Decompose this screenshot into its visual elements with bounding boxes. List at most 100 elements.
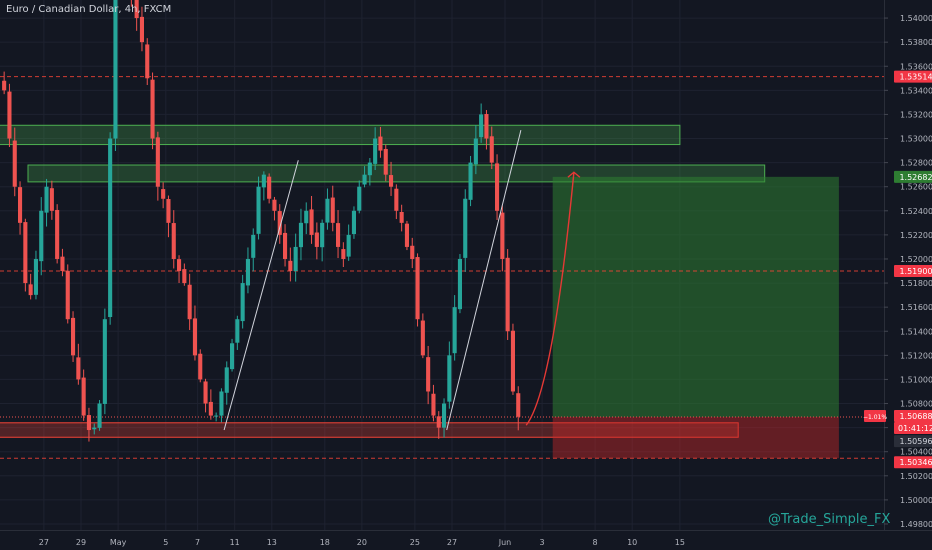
profit-zone <box>552 176 839 418</box>
candle-body <box>187 284 192 320</box>
price-tick-label: 1.53200 <box>900 110 932 119</box>
candle-body <box>330 197 335 223</box>
candle-body <box>198 353 203 380</box>
time-tick-label: 8 <box>593 538 598 547</box>
candle-body <box>224 367 229 393</box>
candle-body <box>171 223 176 259</box>
candle-body <box>39 210 44 262</box>
candle-body <box>389 175 394 187</box>
candle-body <box>293 246 298 272</box>
bid-price-tag: 1.50596 <box>899 437 932 446</box>
price-tick-label: 1.49800 <box>900 520 932 529</box>
candlestick-series <box>2 0 521 442</box>
candle-body <box>161 189 166 199</box>
author-watermark: @Trade_Simple_FX <box>768 512 891 527</box>
price-tick-label: 1.50400 <box>900 448 932 457</box>
candle-body <box>203 381 208 404</box>
projection-arrowhead <box>567 171 581 178</box>
time-tick-label: 5 <box>163 538 168 547</box>
price-tick-label: 1.50200 <box>900 472 932 481</box>
candle-body <box>304 210 309 224</box>
candle-body <box>373 138 378 164</box>
candle-body <box>367 162 372 176</box>
candle-body <box>447 355 452 402</box>
candle-body <box>65 270 70 320</box>
target-price-tag: 1.52682 <box>899 173 932 182</box>
candle-body <box>346 234 351 257</box>
price-tick-label: 1.51400 <box>900 327 932 336</box>
candle-body <box>155 137 160 187</box>
candle-body <box>351 210 356 235</box>
candle-body <box>468 162 473 200</box>
candle-body <box>28 284 33 296</box>
trendline <box>446 129 522 431</box>
candle-body <box>283 232 288 259</box>
candle-body <box>12 140 17 187</box>
candle-body <box>7 91 12 139</box>
level-tag-middle-background <box>894 265 932 278</box>
countdown-tag-background <box>894 422 932 435</box>
candle-body <box>150 79 155 139</box>
candle-body <box>510 330 515 392</box>
candle-body <box>320 222 325 248</box>
level-tag-upper-background <box>894 70 932 83</box>
candle-body <box>489 136 494 163</box>
price-tick-label: 1.52400 <box>900 207 932 216</box>
candle-body <box>288 260 293 272</box>
time-axis[interactable]: 27 29 May 5 7 11 13 18 20 25 27 Jun 3 8 10 15 <box>0 530 932 550</box>
price-tick-label: 1.52000 <box>900 255 932 264</box>
candle-body <box>452 307 457 354</box>
current-price-tag-background <box>894 410 932 423</box>
candle-body <box>399 211 404 223</box>
candle-body <box>251 234 256 258</box>
price-tick-label: 1.53800 <box>900 38 932 47</box>
price-tick-label: 1.52200 <box>900 231 932 240</box>
candle-body <box>267 176 272 199</box>
time-tick-label: 20 <box>357 538 367 547</box>
candle-body <box>177 259 182 272</box>
price-tick-label: 1.51200 <box>900 351 932 360</box>
candle-body <box>71 317 76 356</box>
candle-body <box>426 357 431 392</box>
long-position-tool[interactable] <box>552 176 839 459</box>
candle-body <box>81 377 86 416</box>
candle-body <box>44 186 49 213</box>
time-tick-label: 10 <box>627 538 637 547</box>
change-badge: −1.01% <box>863 414 887 421</box>
candle-body <box>86 415 91 431</box>
candle-body <box>463 198 468 258</box>
candle-body <box>378 136 383 151</box>
candle-body <box>240 283 245 322</box>
candle-body <box>362 174 367 185</box>
candle-body <box>436 416 441 428</box>
candle-body <box>2 80 7 91</box>
price-tick-label: 1.50000 <box>900 496 932 505</box>
support-zone <box>0 422 739 438</box>
price-tick-label: 1.53400 <box>900 86 932 95</box>
bid-price-tag-background <box>894 435 932 448</box>
price-tick-label: 1.54000 <box>900 14 932 23</box>
price-tick-label: 1.53000 <box>900 135 932 144</box>
candle-body <box>484 114 489 139</box>
candle-body <box>357 186 362 211</box>
candle-body <box>431 393 436 416</box>
time-tick-label: 11 <box>230 538 240 547</box>
current-price-tag: 1.50688 <box>899 412 932 421</box>
candle-body <box>60 256 65 272</box>
candle-body <box>97 403 102 428</box>
price-axis[interactable]: 1.54000 1.53800 1.53600 1.53400 1.53200 1.530… <box>863 0 932 550</box>
time-tick-label: 7 <box>195 538 200 547</box>
candle-body <box>516 393 521 417</box>
candle-body <box>415 257 420 320</box>
price-tick-label: 1.51000 <box>900 375 932 384</box>
candle-body <box>92 427 97 430</box>
candle-body <box>55 209 60 259</box>
time-tick-label: 13 <box>267 538 277 547</box>
candle-body <box>479 114 484 138</box>
candle-body <box>108 138 113 318</box>
candle-body <box>208 401 213 416</box>
candle-body <box>145 44 150 79</box>
time-tick-label: 25 <box>410 538 420 547</box>
candle-body <box>420 320 425 356</box>
